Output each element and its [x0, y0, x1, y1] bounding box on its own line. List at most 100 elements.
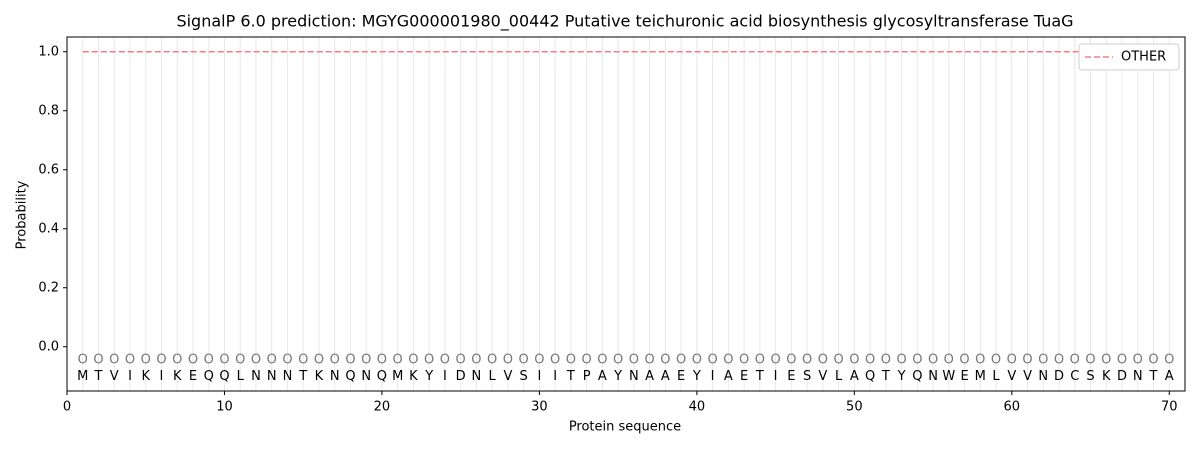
x-tick-label: 30: [531, 400, 548, 415]
predicted-label: O: [235, 353, 245, 368]
predicted-label: O: [1117, 353, 1127, 368]
predicted-label: O: [770, 353, 780, 368]
residue-label: L: [992, 369, 1000, 384]
predicted-label: O: [440, 353, 450, 368]
residue-label: N: [1038, 369, 1048, 384]
predicted-label: O: [849, 353, 859, 368]
residue-label: L: [489, 369, 497, 384]
y-tick-label: 0.6: [38, 162, 59, 177]
predicted-label: O: [912, 353, 922, 368]
predicted-label: O: [424, 353, 434, 368]
predicted-label: O: [361, 353, 371, 368]
residue-label: N: [629, 369, 639, 384]
predicted-label: O: [1101, 353, 1111, 368]
predicted-label: O: [156, 353, 166, 368]
residue-label: A: [661, 369, 670, 384]
residue-label: I: [128, 369, 132, 384]
y-tick-label: 1.0: [38, 44, 59, 59]
predicted-label: O: [959, 353, 969, 368]
residue-label: N: [267, 369, 277, 384]
residue-label: V: [503, 369, 512, 384]
legend-box: [1078, 43, 1180, 71]
predicted-label: O: [534, 353, 544, 368]
residue-label: A: [645, 369, 654, 384]
predicted-label: O: [330, 353, 340, 368]
predicted-label: O: [456, 353, 466, 368]
residue-label: K: [1102, 369, 1111, 384]
predicted-label: O: [1148, 353, 1158, 368]
residue-label: W: [942, 369, 955, 384]
residue-label: T: [94, 369, 103, 384]
residue-label: N: [330, 369, 340, 384]
predicted-label: O: [282, 353, 292, 368]
residue-label: L: [835, 369, 843, 384]
predicted-label: O: [802, 353, 812, 368]
predicted-label: O: [582, 353, 592, 368]
residue-label: K: [409, 369, 418, 384]
predicted-label: O: [645, 353, 655, 368]
residue-label: E: [960, 369, 968, 384]
plot-frame: [66, 36, 1186, 392]
predicted-label: O: [613, 353, 623, 368]
predicted-label: O: [204, 353, 214, 368]
residue-label: S: [803, 369, 811, 384]
residue-label: A: [850, 369, 859, 384]
residue-label: T: [1149, 369, 1158, 384]
predicted-label: O: [991, 353, 1001, 368]
residue-label: Q: [912, 369, 922, 384]
residue-label: T: [566, 369, 575, 384]
residue-label: M: [77, 369, 88, 384]
y-tick-label: 0.2: [38, 280, 59, 295]
x-tick-label: 0: [63, 400, 71, 415]
residue-label: V: [1023, 369, 1032, 384]
residue-label: I: [553, 369, 557, 384]
predicted-label: O: [219, 353, 229, 368]
residue-label: Q: [377, 369, 387, 384]
residue-label: E: [677, 369, 685, 384]
residue-label: I: [160, 369, 164, 384]
residue-label: E: [740, 369, 748, 384]
predicted-label: O: [1022, 353, 1032, 368]
residue-label: T: [298, 369, 307, 384]
predicted-label: O: [566, 353, 576, 368]
residue-label: C: [1070, 369, 1079, 384]
predicted-label: O: [393, 353, 403, 368]
residue-label: L: [237, 369, 245, 384]
predicted-label: O: [251, 353, 261, 368]
predicted-label: O: [188, 353, 198, 368]
predicted-label: O: [172, 353, 182, 368]
predicted-label: O: [1164, 353, 1174, 368]
predicted-label: O: [833, 353, 843, 368]
predicted-label: O: [1054, 353, 1064, 368]
predicted-label: O: [125, 353, 135, 368]
predicted-label: O: [692, 353, 702, 368]
residue-label: Y: [424, 369, 433, 384]
predicted-label: O: [487, 353, 497, 368]
chart-title: SignalP 6.0 prediction: MGYG000001980_00…: [176, 12, 1073, 32]
predicted-label: O: [345, 353, 355, 368]
residue-label: Q: [345, 369, 355, 384]
predicted-label: O: [93, 353, 103, 368]
residue-label: N: [361, 369, 371, 384]
residue-label: N: [472, 369, 482, 384]
residue-label: I: [711, 369, 715, 384]
predicted-label: O: [519, 353, 529, 368]
residue-label: N: [1133, 369, 1143, 384]
predicted-label: O: [1070, 353, 1080, 368]
residue-label: E: [787, 369, 795, 384]
predicted-label: O: [975, 353, 985, 368]
predicted-label: O: [314, 353, 324, 368]
residue-label: M: [392, 369, 403, 384]
predicted-label: O: [676, 353, 686, 368]
predicted-label: O: [818, 353, 828, 368]
residue-label: A: [1165, 369, 1174, 384]
predicted-label: O: [755, 353, 765, 368]
predicted-label: O: [109, 353, 119, 368]
residue-label: S: [1086, 369, 1094, 384]
predicted-label: O: [865, 353, 875, 368]
residue-label: D: [1054, 369, 1064, 384]
residue-label: A: [724, 369, 733, 384]
predicted-label: O: [597, 353, 607, 368]
predicted-label: O: [1038, 353, 1048, 368]
